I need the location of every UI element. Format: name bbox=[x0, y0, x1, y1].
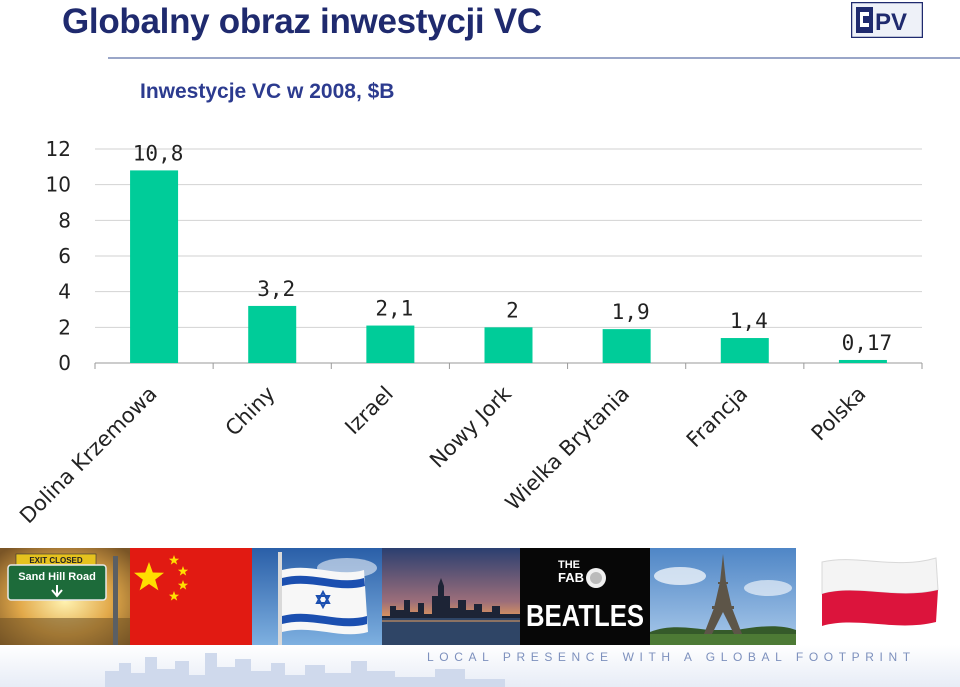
sign-exit-closed: EXIT CLOSED bbox=[29, 556, 83, 565]
data-label: 1,4 bbox=[730, 309, 768, 333]
chart-title: Inwestycje VC w 2008, $B bbox=[140, 80, 395, 103]
bar-chart: 0 2 4 6 8 10 12 10,8 Dolina Krzemowa 3,2 Chiny 2,1 I… bbox=[15, 137, 923, 529]
x-category-label: Chiny bbox=[221, 382, 280, 441]
bar bbox=[248, 305, 297, 363]
photo-poland-flag bbox=[796, 548, 960, 645]
footer-band bbox=[0, 645, 960, 687]
data-label: 3,2 bbox=[257, 277, 295, 301]
x-category-label: Francja bbox=[682, 382, 752, 452]
x-category-label: Dolina Krzemowa bbox=[15, 382, 162, 529]
logo-text: PV bbox=[875, 9, 907, 36]
y-tick-label: 2 bbox=[58, 315, 71, 339]
y-tick-label: 0 bbox=[58, 351, 71, 375]
photo-china-flag bbox=[130, 548, 252, 645]
company-logo: PV bbox=[851, 2, 923, 38]
tagline: LOCAL PRESENCE WITH A GLOBAL FOOTPRINT bbox=[427, 650, 916, 664]
x-category-label: Wielka Brytania bbox=[501, 382, 635, 516]
title-divider bbox=[108, 57, 960, 59]
x-category-label: Nowy Jork bbox=[425, 381, 517, 473]
photo-beatles: THE FAB BEATLES bbox=[520, 548, 650, 645]
data-label: 1,9 bbox=[612, 300, 650, 324]
photo-new-york-skyline bbox=[382, 548, 520, 645]
bar bbox=[602, 329, 651, 363]
photo-israel-flag bbox=[252, 548, 382, 645]
beatles-name: BEATLES bbox=[526, 598, 644, 633]
bar bbox=[366, 325, 415, 363]
beatles-fab: FAB bbox=[558, 570, 584, 585]
bar bbox=[484, 327, 533, 363]
bar bbox=[838, 359, 887, 363]
y-tick-label: 10 bbox=[46, 173, 71, 197]
photo-eiffel-tower bbox=[650, 548, 796, 645]
y-tick-label: 6 bbox=[58, 244, 71, 268]
bar bbox=[720, 338, 769, 363]
y-tick-label: 4 bbox=[58, 280, 71, 304]
data-label: 10,8 bbox=[133, 141, 184, 165]
data-label: 2 bbox=[506, 298, 519, 322]
photo-strip: EXIT CLOSED Sand Hill Road bbox=[0, 548, 960, 645]
slide-title: Globalny obraz inwestycji VC bbox=[62, 2, 542, 41]
y-tick-label: 12 bbox=[46, 137, 71, 161]
bar bbox=[130, 170, 179, 363]
y-tick-label: 8 bbox=[58, 208, 71, 232]
x-category-label: Izrael bbox=[340, 382, 398, 440]
x-category-label: Polska bbox=[807, 382, 871, 446]
photo-sand-hill-road: EXIT CLOSED Sand Hill Road bbox=[0, 548, 130, 645]
sign-sand-hill-road: Sand Hill Road bbox=[18, 571, 96, 583]
beatles-the: THE bbox=[558, 559, 580, 571]
data-label: 0,17 bbox=[842, 331, 893, 355]
data-label: 2,1 bbox=[375, 297, 413, 321]
